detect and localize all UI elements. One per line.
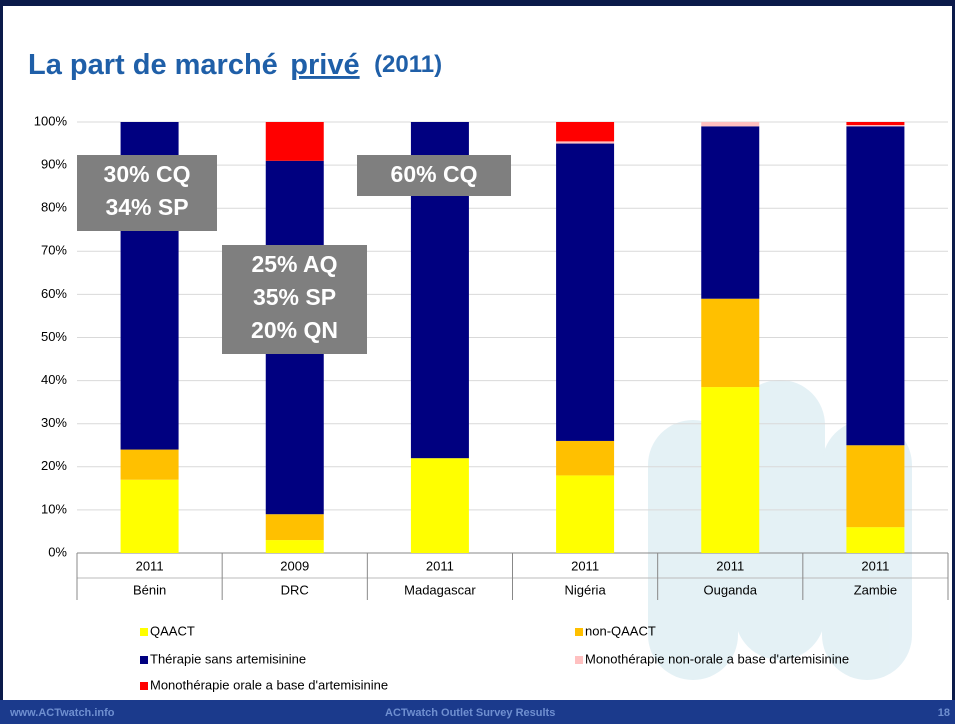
legend-swatch bbox=[575, 628, 583, 636]
bar-segment bbox=[556, 122, 614, 141]
x-tick-label: DRC bbox=[281, 582, 309, 597]
legend-label: non-QAACT bbox=[585, 623, 656, 638]
y-tick-label: 80% bbox=[41, 200, 67, 215]
footer-website: www.ACTwatch.info bbox=[9, 707, 115, 719]
legend-swatch bbox=[140, 682, 148, 690]
annotation-text: 30% CQ bbox=[104, 161, 191, 187]
left-border bbox=[0, 0, 3, 724]
legend-swatch bbox=[140, 628, 148, 636]
y-tick-label: 60% bbox=[41, 286, 67, 301]
bar-segment bbox=[701, 126, 759, 298]
legend-label: QAACT bbox=[150, 623, 195, 638]
x-tick-year: 2011 bbox=[716, 558, 744, 573]
bar-segment bbox=[846, 527, 904, 553]
y-tick-label: 0% bbox=[48, 544, 67, 559]
chart-title: La part de marché privé (2011) bbox=[28, 49, 442, 81]
x-tick-year: 2011 bbox=[861, 558, 889, 573]
bar-segment bbox=[411, 458, 469, 553]
bar-segment bbox=[121, 450, 179, 480]
x-tick-year: 2009 bbox=[280, 558, 309, 573]
x-tick-label: Bénin bbox=[133, 582, 166, 597]
annotation-text: 34% SP bbox=[105, 194, 188, 220]
y-tick-label: 40% bbox=[41, 372, 67, 387]
bar-segment bbox=[266, 540, 324, 553]
x-tick-year: 2011 bbox=[571, 558, 599, 573]
bar-segment bbox=[846, 125, 904, 126]
bar-segment bbox=[846, 126, 904, 445]
bar-segment bbox=[701, 122, 759, 126]
footer-subtitle: ACTwatch Outlet Survey Results bbox=[385, 707, 555, 719]
legend-label: Monothérapie non-orale a base d'artemisi… bbox=[585, 651, 849, 666]
legend-swatch bbox=[140, 656, 148, 664]
x-tick-year: 2011 bbox=[426, 558, 454, 573]
bar-segment bbox=[556, 441, 614, 475]
bar-segment bbox=[556, 141, 614, 143]
title-part: (2011) bbox=[374, 51, 442, 78]
bar-segment bbox=[846, 122, 904, 125]
slide: www.ACTwatch.info ACTwatch Outlet Survey… bbox=[0, 0, 955, 724]
x-tick-label: Zambie bbox=[854, 582, 897, 597]
x-tick-label: Madagascar bbox=[404, 582, 476, 597]
bar-segment bbox=[556, 144, 614, 441]
bar-segment bbox=[701, 299, 759, 387]
title-part: privé bbox=[290, 49, 359, 81]
legend-swatch bbox=[575, 656, 583, 664]
legend-label: Thérapie sans artemisinine bbox=[150, 651, 306, 666]
bar-segment bbox=[701, 387, 759, 553]
annotation-text: 35% SP bbox=[253, 284, 336, 310]
bar-segment bbox=[266, 514, 324, 540]
y-tick-label: 100% bbox=[34, 113, 68, 128]
y-tick-label: 70% bbox=[41, 243, 67, 258]
x-tick-label: Nigéria bbox=[564, 582, 606, 597]
annotation-text: 60% CQ bbox=[391, 161, 478, 187]
bar-segment bbox=[266, 122, 324, 161]
bar-segment bbox=[556, 475, 614, 553]
x-tick-year: 2011 bbox=[136, 558, 164, 573]
y-tick-label: 20% bbox=[41, 458, 67, 473]
legend-label: Monothérapie orale a base d'artemisinine bbox=[150, 677, 388, 692]
y-tick-label: 10% bbox=[41, 501, 67, 516]
title-part: La part de marché bbox=[28, 49, 278, 81]
x-tick-label: Ouganda bbox=[704, 582, 758, 597]
y-tick-label: 30% bbox=[41, 415, 67, 430]
top-border bbox=[0, 0, 955, 6]
y-tick-label: 50% bbox=[41, 329, 67, 344]
bar-segment bbox=[846, 445, 904, 527]
y-tick-label: 90% bbox=[41, 157, 67, 172]
bar-segment bbox=[121, 480, 179, 553]
annotation-text: 25% AQ bbox=[251, 251, 337, 277]
annotation-text: 20% QN bbox=[251, 317, 338, 343]
chart: www.ACTwatch.info ACTwatch Outlet Survey… bbox=[0, 0, 955, 724]
footer-page: 18 bbox=[938, 707, 950, 719]
